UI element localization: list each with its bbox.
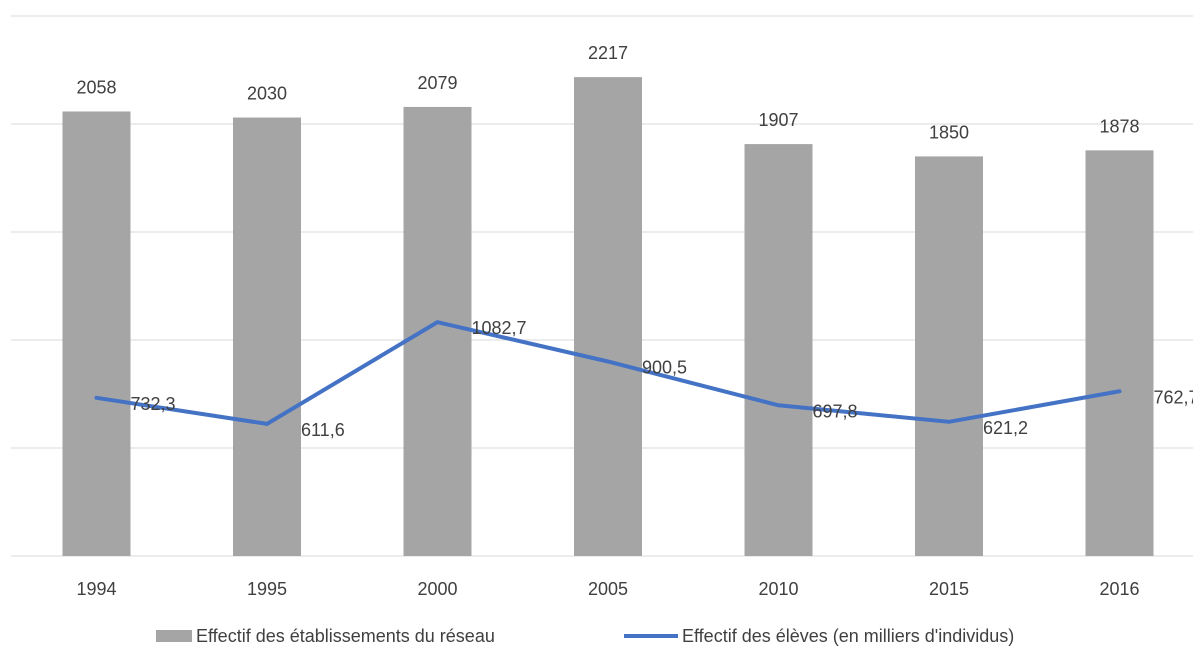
- legend-label-students: Effectif des élèves (en milliers d'indiv…: [682, 625, 1015, 646]
- bar-label-2000: 2079: [417, 73, 457, 93]
- bar-2000: [403, 106, 472, 556]
- bar-label-2016: 1878: [1099, 116, 1139, 136]
- bar-2016: [1085, 150, 1154, 557]
- line-label-2000: 1082,7: [472, 318, 527, 338]
- bar-label-1994: 2058: [76, 77, 116, 97]
- combo-chart: 2058 2030 2079 2217 1907 1850 1878 732,3 611,6 10…: [11, 15, 1193, 599]
- line-label-2015: 621,2: [983, 418, 1028, 438]
- legend-item-establishments: Effectif des établissements du réseau: [156, 624, 495, 648]
- x-tick-1995: 1995: [247, 579, 287, 599]
- legend-item-students: Effectif des élèves (en milliers d'indiv…: [624, 624, 1014, 648]
- x-axis-ticks: 1994 1995 2000 2005 2010 2015 2016: [76, 579, 1139, 599]
- line-label-1994: 732,3: [131, 394, 176, 414]
- bar-1995: [233, 117, 301, 557]
- line-label-2016: 762,7: [1154, 387, 1193, 407]
- bar-series: [62, 77, 1154, 557]
- bar-2005: [574, 77, 642, 557]
- x-tick-1994: 1994: [76, 579, 116, 599]
- x-tick-2015: 2015: [929, 579, 969, 599]
- x-tick-2005: 2005: [588, 579, 628, 599]
- line-label-2005: 900,5: [642, 357, 687, 377]
- bar-2015: [915, 156, 983, 556]
- bar-label-2015: 1850: [929, 122, 969, 142]
- bar-label-2005: 2217: [588, 43, 628, 63]
- line-series: [94, 320, 1122, 426]
- line-label-1995: 611,6: [301, 420, 345, 440]
- bar-label-2010: 1907: [758, 110, 798, 130]
- bar-1994: [62, 111, 131, 557]
- x-tick-2010: 2010: [758, 579, 798, 599]
- x-tick-2016: 2016: [1099, 579, 1139, 599]
- legend-swatch-line: [624, 634, 678, 638]
- legend: Effectif des établissements du réseau Ef…: [0, 624, 1193, 648]
- bar-2010: [744, 144, 813, 556]
- legend-swatch-bar: [156, 630, 192, 642]
- x-tick-2000: 2000: [417, 579, 457, 599]
- legend-label-establishments: Effectif des établissements du réseau: [196, 625, 495, 646]
- line-label-2010: 697,8: [813, 401, 858, 421]
- bar-label-1995: 2030: [247, 84, 287, 104]
- data-labels: 2058 2030 2079 2217 1907 1850 1878 732,3 611,6 10…: [76, 43, 1193, 440]
